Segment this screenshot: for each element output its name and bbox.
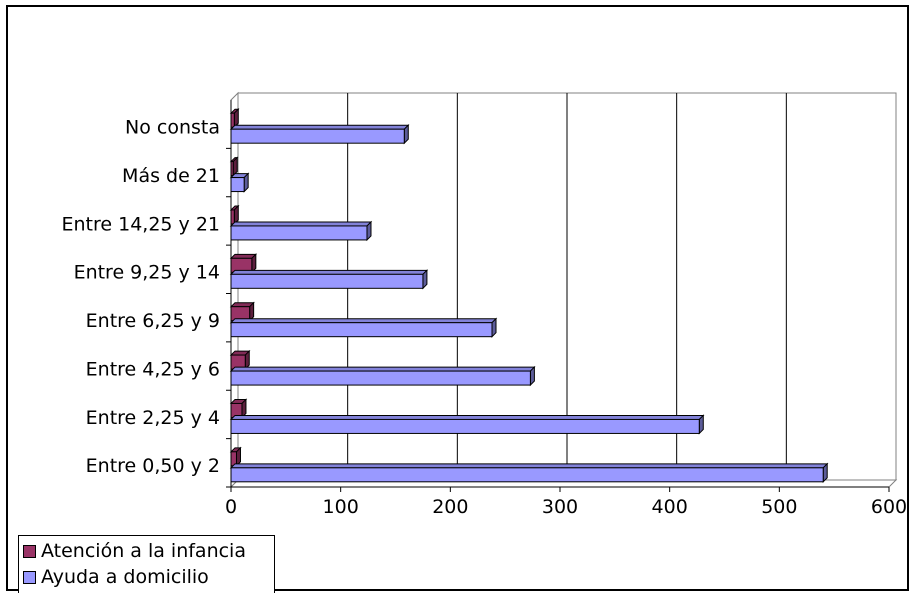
bar [230, 112, 235, 128]
category-label: Entre 9,25 y 14 [74, 262, 220, 284]
bar-side-face [241, 398, 247, 419]
bar-top-face [229, 269, 429, 275]
category-label: Entre 4,25 y 6 [86, 358, 220, 380]
x-tick-label: 100 [323, 496, 359, 518]
bar-top-face [229, 318, 498, 324]
bar-side-face [243, 172, 249, 193]
category-label: Entre 2,25 y 4 [86, 407, 220, 429]
x-tick-label: 400 [652, 496, 688, 518]
x-tick-label: 0 [225, 496, 237, 518]
x-tick-label: 600 [871, 496, 907, 518]
bar [230, 273, 424, 289]
category-label: Más de 21 [122, 165, 220, 187]
bar-top-face [229, 221, 373, 227]
bar-side-face [244, 349, 250, 371]
legend-item-atencion: Atención a la infancia [23, 540, 246, 562]
bar-side-face [233, 107, 239, 129]
bar [230, 161, 234, 177]
bar-side-face [233, 204, 239, 226]
x-tick-label: 200 [432, 496, 468, 518]
legend-label-ayuda: Ayuda a domicilio [41, 566, 209, 588]
bar-side-face [251, 253, 257, 274]
legend: Atención a la infancia Ayuda a domicilio [18, 535, 275, 593]
x-tick-label: 500 [761, 496, 797, 518]
category-label: Entre 6,25 y 9 [86, 310, 220, 332]
bar-side-face [403, 123, 409, 145]
bar [230, 225, 368, 241]
legend-label-atencion: Atención a la infancia [41, 540, 246, 562]
bar-top-face [229, 463, 829, 469]
x-tick-label: 300 [542, 496, 578, 518]
bar-top-face [229, 124, 410, 130]
bar [230, 418, 700, 434]
bar-side-face [529, 365, 535, 387]
bar-side-face [235, 446, 241, 468]
bar-side-face [491, 317, 497, 338]
bar-side-face [822, 462, 828, 484]
bar-side-face [698, 414, 704, 435]
legend-item-ayuda: Ayuda a domicilio [23, 566, 209, 588]
bar [230, 370, 531, 386]
legend-swatch-ayuda [23, 570, 36, 584]
bar [230, 322, 493, 338]
bar [230, 177, 245, 193]
bar-side-face [422, 269, 428, 290]
bar [230, 128, 405, 144]
bar-side-face [366, 220, 372, 242]
bar [230, 209, 235, 225]
category-label: No consta [125, 117, 220, 139]
category-label: Entre 0,50 y 2 [86, 455, 220, 477]
legend-swatch-atencion [23, 544, 36, 558]
bar-top-face [229, 414, 705, 420]
bar [230, 467, 824, 483]
bar-side-face [249, 301, 255, 322]
category-label: Entre 14,25 y 21 [61, 213, 220, 235]
bar-side-face [232, 156, 238, 177]
bar-top-face [229, 366, 536, 372]
